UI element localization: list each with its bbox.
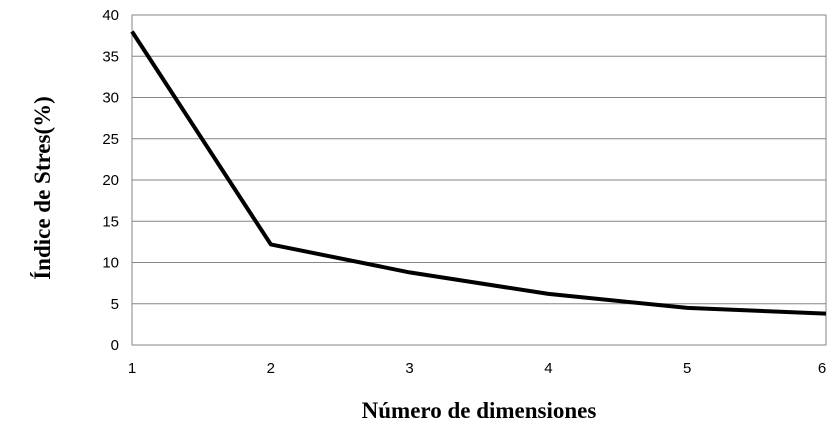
x-tick-label: 5: [683, 360, 691, 377]
y-tick-label: 15: [102, 213, 119, 230]
y-tick-label: 20: [102, 172, 119, 189]
y-tick-label: 30: [102, 90, 119, 107]
plot-area-border: [131, 14, 827, 346]
x-tick-label: 3: [405, 360, 413, 377]
y-axis-tick-labels: 0 5 10 15 20 25 30 35 40: [102, 7, 119, 354]
y-tick-label: 25: [102, 131, 119, 148]
grid-lines: [132, 14, 826, 346]
x-axis-tick-labels: 1 2 3 4 5 6: [128, 360, 826, 377]
series-group: [130, 30, 827, 316]
y-tick-label: 5: [111, 296, 119, 313]
x-tick-label: 1: [128, 360, 136, 377]
y-tick-label: 10: [102, 255, 119, 272]
y-tick-label: 0: [111, 337, 119, 354]
x-tick-label: 6: [818, 360, 826, 377]
y-tick-label: 40: [102, 7, 119, 24]
x-axis-title: Número de dimensiones: [362, 398, 597, 423]
y-tick-label: 35: [102, 48, 119, 65]
x-tick-label: 4: [544, 360, 552, 377]
series-line-0: [130, 30, 827, 316]
y-axis-title: Índice de Stres(%): [30, 96, 55, 280]
x-tick-label: 2: [267, 360, 275, 377]
